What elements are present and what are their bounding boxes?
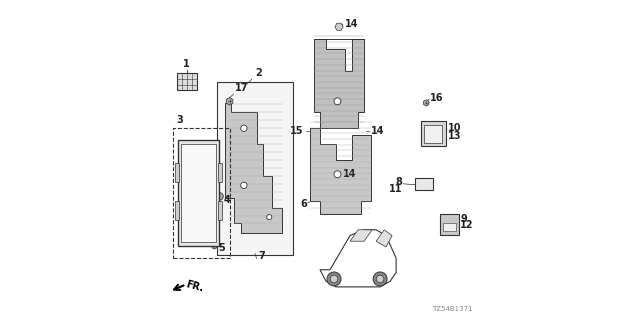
Polygon shape bbox=[225, 103, 282, 233]
Circle shape bbox=[334, 171, 341, 178]
Polygon shape bbox=[350, 230, 372, 241]
Circle shape bbox=[376, 275, 384, 283]
FancyBboxPatch shape bbox=[424, 125, 442, 142]
Polygon shape bbox=[320, 230, 396, 287]
Text: TZ54B1371: TZ54B1371 bbox=[431, 306, 472, 312]
Circle shape bbox=[216, 193, 223, 200]
Polygon shape bbox=[376, 230, 392, 247]
FancyBboxPatch shape bbox=[178, 140, 219, 246]
Text: 11: 11 bbox=[389, 184, 403, 194]
FancyBboxPatch shape bbox=[175, 163, 179, 182]
Text: 5: 5 bbox=[218, 243, 225, 253]
Bar bbox=[173, 128, 230, 258]
Text: 9: 9 bbox=[460, 214, 467, 224]
FancyBboxPatch shape bbox=[181, 144, 216, 243]
Text: 14: 14 bbox=[343, 169, 356, 179]
FancyBboxPatch shape bbox=[217, 82, 293, 255]
Text: 8: 8 bbox=[396, 177, 403, 187]
FancyBboxPatch shape bbox=[421, 121, 446, 146]
Circle shape bbox=[327, 272, 341, 286]
Text: 6: 6 bbox=[300, 199, 307, 209]
Text: 1: 1 bbox=[184, 59, 190, 69]
Circle shape bbox=[241, 125, 247, 132]
Polygon shape bbox=[335, 23, 343, 30]
Circle shape bbox=[330, 275, 338, 283]
FancyBboxPatch shape bbox=[218, 163, 222, 182]
FancyBboxPatch shape bbox=[415, 178, 433, 190]
Text: 13: 13 bbox=[447, 131, 461, 141]
Polygon shape bbox=[227, 98, 233, 105]
Polygon shape bbox=[310, 128, 371, 214]
Text: 2: 2 bbox=[255, 68, 262, 77]
Circle shape bbox=[334, 98, 341, 105]
Text: 7: 7 bbox=[258, 251, 265, 260]
Text: 14: 14 bbox=[345, 19, 358, 28]
Text: 4: 4 bbox=[223, 195, 230, 205]
Text: 12: 12 bbox=[460, 220, 474, 230]
Text: FR.: FR. bbox=[184, 280, 204, 294]
Polygon shape bbox=[424, 100, 429, 106]
Text: 17: 17 bbox=[236, 84, 249, 93]
Text: 14: 14 bbox=[371, 126, 384, 136]
FancyBboxPatch shape bbox=[440, 214, 460, 235]
FancyBboxPatch shape bbox=[218, 201, 222, 220]
Circle shape bbox=[241, 182, 247, 188]
FancyBboxPatch shape bbox=[175, 201, 179, 220]
Circle shape bbox=[267, 215, 272, 220]
Text: 16: 16 bbox=[430, 93, 444, 103]
Circle shape bbox=[373, 272, 387, 286]
Polygon shape bbox=[212, 244, 217, 249]
Text: 15: 15 bbox=[290, 126, 303, 136]
FancyBboxPatch shape bbox=[177, 73, 197, 90]
FancyBboxPatch shape bbox=[443, 223, 456, 231]
Polygon shape bbox=[314, 39, 364, 128]
Text: 10: 10 bbox=[447, 123, 461, 133]
Text: 3: 3 bbox=[177, 115, 184, 125]
